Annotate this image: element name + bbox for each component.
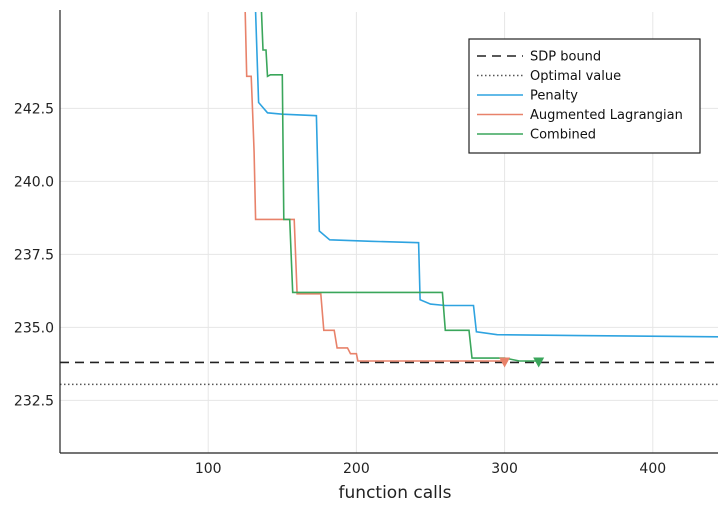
- x-axis-label: function calls: [339, 483, 452, 503]
- y-tick-label: 240.0: [14, 174, 54, 190]
- y-tick-label: 237.5: [14, 247, 54, 263]
- augmented-lagrangian-series-line: [244, 11, 505, 362]
- penalty-legend-label: Penalty: [530, 89, 578, 104]
- y-tick-label: 232.5: [14, 393, 54, 409]
- combined-end-marker: [533, 357, 545, 368]
- x-tick-label: 400: [639, 461, 666, 477]
- x-tick-labels: 100 200 300 400: [195, 461, 666, 477]
- x-tick-label: 100: [195, 461, 222, 477]
- sdp-bound-legend-label: SDP bound: [530, 50, 601, 65]
- augmented-lagrangian-legend-label: Augmented Lagrangian: [530, 108, 683, 123]
- x-tick-label: 300: [491, 461, 518, 477]
- y-tick-label: 235.0: [14, 320, 54, 336]
- combined-legend-label: Combined: [530, 128, 596, 143]
- axes: [59, 10, 718, 454]
- penalty-series-line: [254, 11, 718, 338]
- series-end-markers: [499, 357, 545, 368]
- reference-lines: [60, 361, 718, 386]
- x-tick-label: 200: [343, 461, 370, 477]
- optimal-value-legend-label: Optimal value: [530, 69, 621, 84]
- y-tick-label: 242.5: [14, 101, 54, 117]
- legend: SDP bound Optimal value Penalty Augmented L…: [468, 38, 701, 154]
- y-tick-labels: 232.5 235.0 237.5 240.0 242.5: [14, 101, 54, 409]
- augmented-lagrangian-end-marker: [499, 357, 511, 368]
